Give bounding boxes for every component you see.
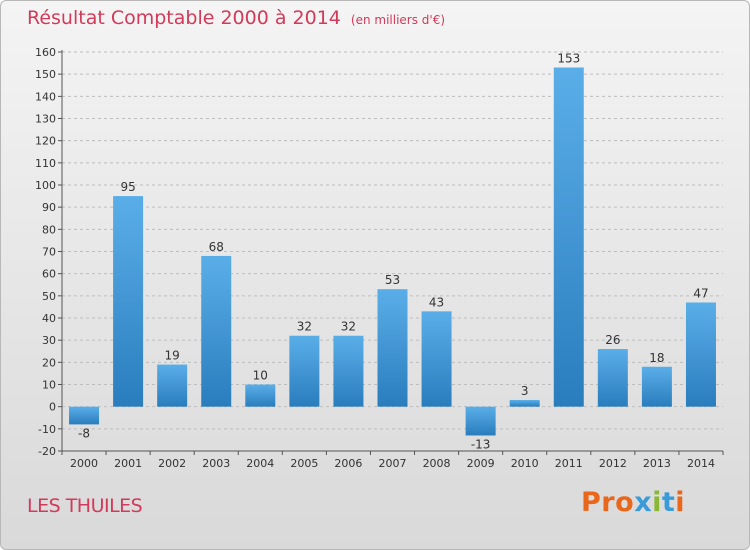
chart-title-text: Résultat Comptable 2000 à 2014 [27,7,341,29]
y-tick-label: 140 [35,90,56,103]
y-tick-label: 0 [49,401,56,414]
bar-2011 [553,67,584,407]
logo-letter: o [615,487,635,518]
bar-2012 [597,349,628,407]
value-label-2006: 32 [341,320,356,334]
bar-2009 [465,406,496,436]
x-tick-label-2006: 2006 [334,457,362,470]
y-tick-label: 150 [35,68,56,81]
logo-letter: x [634,487,653,518]
value-label-2011: 153 [557,52,580,66]
y-tick-label: 80 [42,223,56,236]
x-tick-label-2012: 2012 [599,457,627,470]
value-label-2003: 68 [209,240,224,254]
y-tick-label: 30 [42,334,56,347]
bar-2013 [641,366,672,407]
y-tick-label: 10 [42,379,56,392]
bar-2002 [157,364,188,407]
y-tick-label: 20 [42,356,56,369]
logo-letter: i [652,487,662,518]
bar-2004 [245,384,276,407]
y-tick-label: 90 [42,201,56,214]
bar-2003 [201,255,232,407]
y-tick-label: -10 [38,423,56,436]
value-label-2009: -13 [471,437,491,451]
x-tick-label-2013: 2013 [643,457,671,470]
value-label-2002: 19 [165,349,180,363]
bars [69,67,716,436]
value-label-2008: 43 [429,295,444,309]
bar-2001 [113,196,144,407]
bar-2000 [69,406,100,425]
y-tick-label: 110 [35,157,56,170]
data-labels: -8 95 19 68 10 32 32 53 43 -13 3 153 26 18 47 [78,52,709,452]
x-tick-label-2008: 2008 [423,457,451,470]
y-tick-label: -20 [38,445,56,458]
y-tick-label: 130 [35,113,56,126]
axes: -20 -10 0 10 20 30 40 50 60 70 80 90 100 110 120 130 140… [35,46,724,470]
x-tick-label-2005: 2005 [290,457,318,470]
logo-letter: r [601,487,616,518]
bar-2005 [289,335,320,407]
logo-letter: i [675,487,686,518]
value-label-2004: 10 [253,369,268,383]
chart-subtitle: (en milliers d'€) [350,13,446,27]
x-tick-label-2009: 2009 [467,457,495,470]
value-label-2014: 47 [693,286,708,300]
y-tick-label: 50 [42,290,56,303]
y-tick-label: 40 [42,312,56,325]
logo-letter: P [581,487,602,518]
x-tick-label-2004: 2004 [246,457,274,470]
y-tick-label: 120 [35,135,56,148]
value-label-2010: 3 [521,384,529,398]
bar-2006 [333,335,364,407]
x-tick-label-2011: 2011 [555,457,583,470]
x-tick-label-2014: 2014 [687,457,715,470]
value-label-2013: 18 [649,351,664,365]
proxiti-logo: Proxiti [581,487,685,518]
value-label-2000: -8 [78,426,90,440]
bar-2008 [421,311,452,407]
y-tick-label: 70 [42,246,56,259]
y-tick-label: 100 [35,179,56,192]
value-label-2001: 95 [120,180,135,194]
x-tick-label-2007: 2007 [379,457,407,470]
value-label-2012: 26 [605,333,620,347]
bar-2014 [685,302,716,407]
x-tick-label-2010: 2010 [511,457,539,470]
logo-letter: t [661,487,676,518]
x-tick-label-2003: 2003 [202,457,230,470]
chart-title: Résultat Comptable 2000 à 2014 (en millie… [27,7,445,29]
x-tick-label-2001: 2001 [114,457,142,470]
value-label-2005: 32 [297,320,312,334]
value-label-2007: 53 [385,273,400,287]
bar-2010 [509,400,540,407]
x-tick-label-2002: 2002 [158,457,186,470]
x-tick-label-2000: 2000 [70,457,98,470]
y-tick-label: 60 [42,268,56,281]
y-tick-label: 160 [35,46,56,59]
commune-name: LES THUILES [27,495,143,517]
bar-2007 [377,289,408,407]
